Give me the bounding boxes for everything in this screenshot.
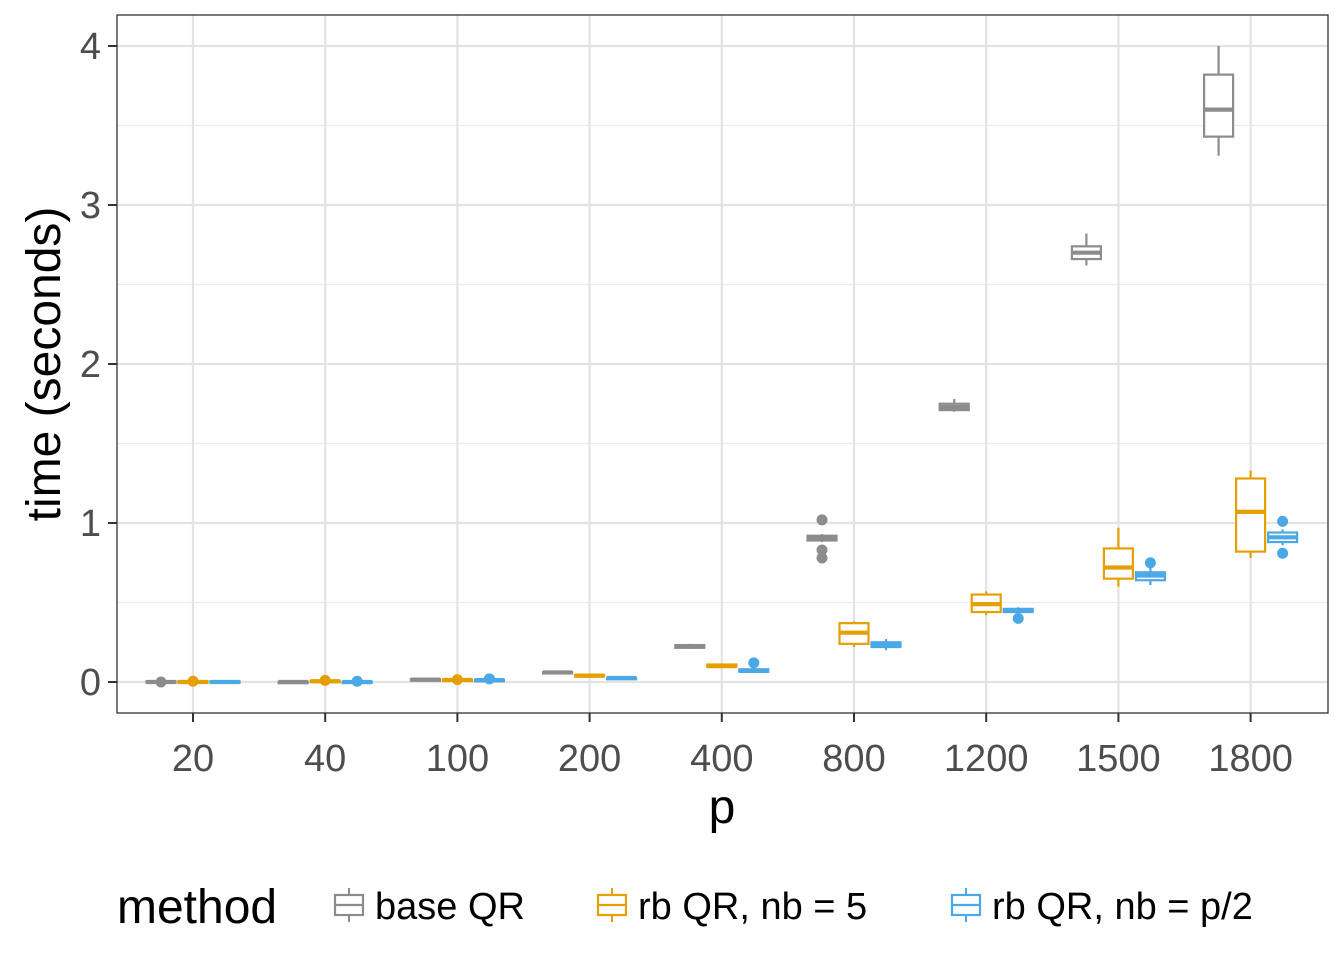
box-3-1 bbox=[573, 673, 606, 678]
x-tick-label: 40 bbox=[304, 738, 346, 780]
legend: method base QR rb QR, nb = 5 rb QR, nb = p… bbox=[117, 881, 1253, 934]
legend-item-2: rb QR, nb = p/2 bbox=[950, 886, 1253, 928]
box-2-1 bbox=[441, 674, 473, 686]
box-8-1 bbox=[1234, 470, 1267, 558]
box-7-1 bbox=[1102, 527, 1135, 587]
box-7-2 bbox=[1134, 557, 1167, 586]
box-outlier bbox=[816, 544, 828, 556]
legend-label: rb QR, nb = p/2 bbox=[992, 886, 1253, 928]
box-outlier bbox=[816, 552, 828, 564]
x-tick-label: 1500 bbox=[1076, 738, 1161, 780]
box-4-1 bbox=[706, 663, 738, 669]
box-6-2 bbox=[1002, 607, 1034, 624]
box-7-0 bbox=[1070, 233, 1103, 266]
y-tick-label: 3 bbox=[80, 185, 101, 227]
box-outlier bbox=[319, 674, 331, 686]
box-1-1 bbox=[309, 674, 341, 686]
y-tick-label: 4 bbox=[80, 26, 101, 68]
legend-label: rb QR, nb = 5 bbox=[638, 886, 867, 928]
box-3-0 bbox=[541, 670, 574, 675]
y-tick-label: 0 bbox=[80, 662, 101, 704]
y-axis-title: time (seconds) bbox=[18, 207, 71, 522]
legend-label: base QR bbox=[375, 886, 525, 928]
box-8-2 bbox=[1266, 515, 1299, 559]
box-outlier bbox=[351, 675, 363, 687]
box-3-2 bbox=[605, 675, 638, 681]
box-6-1 bbox=[970, 591, 1002, 616]
x-tick-label: 400 bbox=[690, 738, 753, 780]
box-outlier bbox=[1012, 612, 1024, 624]
box-0-1 bbox=[177, 675, 209, 687]
y-tick-label: 2 bbox=[80, 344, 101, 386]
x-tick-label: 200 bbox=[558, 738, 621, 780]
legend-item-1: rb QR, nb = 5 bbox=[596, 886, 867, 928]
x-tick-label: 1200 bbox=[944, 738, 1029, 780]
box-5-1 bbox=[838, 621, 870, 648]
box-outlier bbox=[483, 673, 495, 685]
legend-item-0: base QR bbox=[333, 886, 525, 928]
x-axis-title: p bbox=[709, 781, 736, 834]
box-0-0 bbox=[145, 676, 177, 688]
box-outlier bbox=[748, 657, 760, 669]
grid bbox=[117, 15, 1328, 713]
box-5-0 bbox=[806, 514, 838, 564]
x-axis: 20 40 100 200 400 800 1200 1500 1800 bbox=[172, 713, 1293, 780]
box-outlier bbox=[1277, 547, 1289, 559]
box-outlier bbox=[187, 675, 199, 687]
box-outlier bbox=[816, 514, 828, 526]
box-4-0 bbox=[674, 643, 706, 649]
box-6-0 bbox=[938, 398, 970, 412]
box-2-2 bbox=[473, 673, 505, 685]
x-tick-label: 1800 bbox=[1208, 738, 1293, 780]
box-8-0 bbox=[1202, 46, 1235, 156]
box-body bbox=[1102, 547, 1135, 580]
box-outlier bbox=[1144, 557, 1156, 569]
box-outlier bbox=[451, 674, 463, 686]
boxes bbox=[145, 46, 1299, 688]
box-2-0 bbox=[409, 677, 441, 682]
y-axis: 0 1 2 3 4 bbox=[80, 26, 117, 704]
box-body bbox=[1234, 477, 1267, 553]
box-0-2 bbox=[209, 679, 241, 685]
box-1-0 bbox=[277, 679, 309, 685]
x-tick-label: 100 bbox=[426, 738, 489, 780]
box-outlier bbox=[1277, 515, 1289, 527]
box-outlier bbox=[155, 676, 167, 688]
box-4-2 bbox=[738, 657, 770, 673]
x-tick-label: 800 bbox=[822, 738, 885, 780]
box-5-2 bbox=[870, 639, 902, 651]
legend-title: method bbox=[117, 881, 277, 934]
box-body bbox=[1202, 73, 1235, 138]
x-tick-label: 20 bbox=[172, 738, 214, 780]
y-tick-label: 1 bbox=[80, 503, 101, 545]
box-1-2 bbox=[341, 675, 373, 687]
